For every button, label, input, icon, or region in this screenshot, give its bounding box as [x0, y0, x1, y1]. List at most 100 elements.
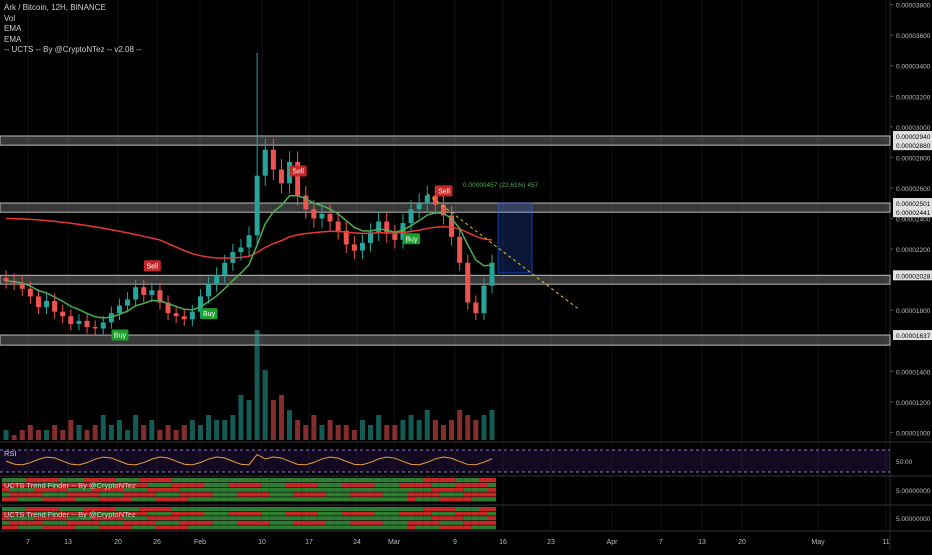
trend-stripe — [471, 492, 480, 497]
trend-stripe — [293, 492, 302, 497]
trend-stripe — [366, 520, 375, 525]
trend-stripe — [317, 482, 326, 487]
candle-body — [416, 203, 422, 210]
trend-stripe — [269, 507, 278, 511]
trend-stripe — [107, 487, 116, 492]
trend-stripe — [301, 497, 310, 502]
trend-finder-1-label[interactable]: UCTS Trend Finder -- By @CryptoNTez — [4, 481, 136, 490]
trend-stripe — [342, 497, 351, 502]
candle-body — [206, 284, 212, 297]
trend-stripe — [180, 525, 189, 530]
legend-ema-1[interactable]: EMA — [4, 24, 22, 33]
price-tag — [893, 270, 932, 281]
price-tag — [893, 130, 932, 141]
trend-stripe — [309, 482, 318, 487]
trend-stripe — [415, 478, 424, 483]
trend-stripe — [245, 525, 254, 530]
trend-stripe — [382, 525, 391, 530]
trend-stripe — [382, 497, 391, 502]
trend-stripe — [115, 516, 124, 521]
trend-stripe — [358, 520, 367, 525]
trend-stripe — [390, 520, 399, 525]
trend-stripe — [172, 516, 181, 521]
trend-stripe — [123, 497, 132, 502]
candle-body — [157, 290, 163, 303]
volume-bar — [287, 410, 293, 440]
trend-stripe — [212, 516, 221, 521]
trend-stripe — [407, 492, 416, 497]
candle-body — [254, 175, 260, 236]
trend-stripe — [350, 482, 359, 487]
trend-stripe — [164, 487, 173, 492]
trend-stripe — [334, 492, 343, 497]
trend-stripe — [228, 525, 237, 530]
x-axis-labels: 7 13 20 26 Feb 10 17 24 Mar 9 16 23 Apr 7 13 20 May 11 — [26, 539, 890, 546]
trend-stripe — [196, 525, 205, 530]
trend-stripe — [172, 520, 181, 525]
trend-stripe — [180, 516, 189, 521]
x-tick-label: Feb — [194, 539, 206, 546]
trend-stripe — [423, 492, 432, 497]
trend-stripe — [382, 511, 391, 516]
rsi-line — [5, 453, 493, 466]
trend-stripe — [2, 520, 11, 525]
trend-stripe — [358, 511, 367, 516]
trend-finder-2-label[interactable]: UCTS Trend Finder -- By @CryptoNTez — [4, 510, 136, 519]
trend-stripe — [390, 507, 399, 511]
symbol-title[interactable]: Ark / Bitcoin, 12H, BINANCE — [4, 3, 106, 12]
trend-stripe — [42, 482, 51, 487]
trend-stripe — [155, 520, 164, 525]
trend-stripe — [447, 511, 456, 516]
trend-stripe — [439, 507, 448, 511]
trend-stripe — [2, 478, 11, 483]
candle-body — [440, 204, 446, 216]
trend-stripe — [91, 525, 100, 530]
trend-stripe — [479, 516, 488, 521]
trend-stripe — [66, 511, 75, 516]
trend-stripe — [107, 525, 116, 530]
volume-bar — [116, 420, 122, 440]
volume-bar — [19, 430, 25, 440]
candle-body — [359, 242, 365, 251]
trend-stripe — [439, 478, 448, 483]
trend-stripe — [285, 507, 294, 511]
trend-stripe — [309, 507, 318, 511]
y-tick-label: 0.00003800 — [896, 3, 931, 10]
volume-bar — [214, 420, 220, 440]
trend-stripe — [423, 511, 432, 516]
trend-stripe — [407, 511, 416, 516]
trend-stripe — [188, 497, 197, 502]
rsi-band — [0, 450, 890, 472]
trend-stripe — [50, 497, 59, 502]
trend-stripe — [317, 516, 326, 521]
trend-stripe — [488, 525, 497, 530]
trend-stripe — [188, 507, 197, 511]
trend-stripe — [285, 525, 294, 530]
trend-stripe — [204, 511, 213, 516]
trend-stripe — [91, 482, 100, 487]
trend-stripe — [2, 516, 11, 521]
trend-stripe — [34, 507, 43, 511]
trend-stripe — [26, 478, 35, 483]
measure-label: 0.00000457 (22.61%) 457 — [463, 182, 539, 189]
trend-stripe — [220, 520, 229, 525]
trend-stripe — [374, 511, 383, 516]
signal-label: Sell — [147, 263, 159, 270]
legend-vol[interactable]: Vol — [4, 13, 16, 23]
trend-stripe — [180, 492, 189, 497]
y-tick-label: 0.00003400 — [896, 64, 931, 71]
trend-stripe — [253, 507, 262, 511]
trend-stripe — [415, 516, 424, 521]
candle-body — [141, 287, 147, 295]
trend-stripe — [366, 516, 375, 521]
rsi-pane-label[interactable]: RSI — [4, 449, 17, 458]
trend-stripe — [350, 525, 359, 530]
trend-stripe — [309, 487, 318, 492]
legend-ucts[interactable]: -- UCTS -- By @CryptoNTez -- v2.08 -- — [4, 45, 142, 54]
trend-stripe — [415, 507, 424, 511]
legend-ema-2[interactable]: EMA — [4, 34, 22, 44]
trend-stripe — [326, 507, 335, 511]
trend-stripe — [471, 511, 480, 516]
